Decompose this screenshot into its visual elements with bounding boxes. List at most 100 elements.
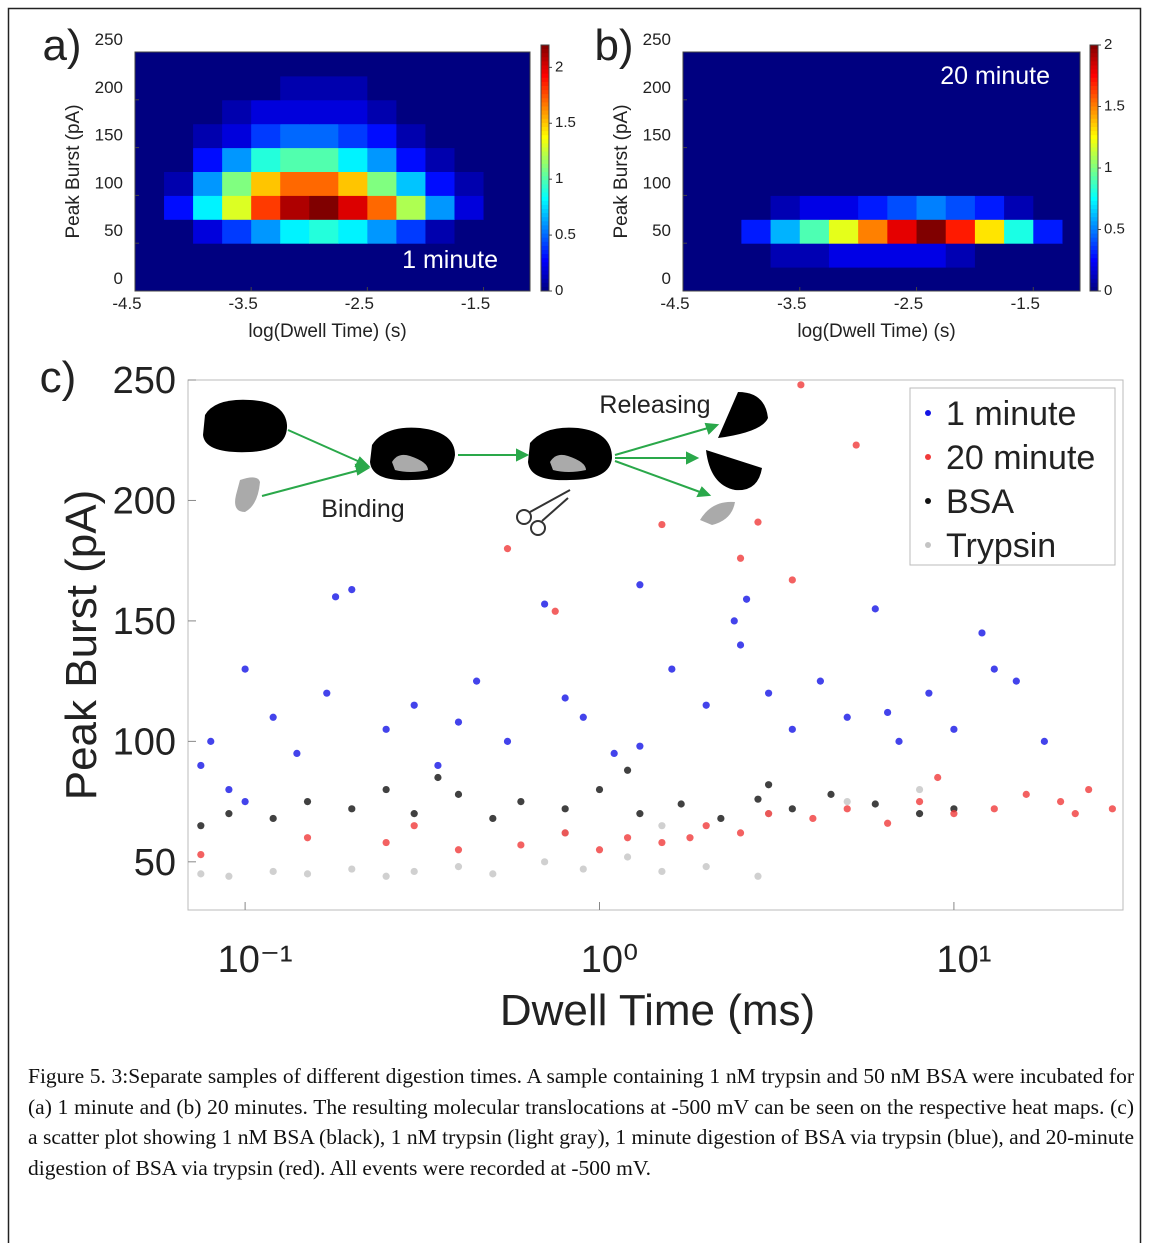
heatmap-cell	[483, 52, 514, 77]
colorbar-step	[541, 196, 549, 202]
heatmap-cell	[858, 195, 888, 220]
heatmap-cell	[222, 75, 252, 101]
heatmap-cell	[712, 171, 742, 196]
heatmap-cell	[193, 123, 223, 149]
x-tick-label: 10¹	[936, 939, 991, 981]
heatmap-cell	[712, 219, 742, 244]
heatmap-cell	[1004, 219, 1034, 244]
data-point	[895, 737, 903, 745]
heatmap-cell	[974, 267, 1005, 292]
heatmap-cell	[799, 52, 830, 77]
colorbar-step	[1090, 237, 1098, 243]
colorbar-step	[1090, 225, 1098, 230]
heatmap-cell	[828, 147, 859, 172]
heatmap-cell	[512, 52, 531, 77]
protein-shape	[370, 427, 455, 481]
heatmap-cell	[1062, 99, 1081, 125]
heatmap-cell	[164, 75, 194, 101]
heatmap-cell	[135, 219, 165, 244]
heatmap-cell	[280, 147, 310, 172]
heatmap-cell	[799, 171, 830, 196]
heatmap-cell	[683, 219, 713, 244]
heatmap-cell	[1062, 243, 1081, 268]
data-point	[489, 870, 497, 878]
heatmap-cell	[828, 171, 859, 196]
data-point	[871, 605, 879, 613]
heatmap-cell	[712, 147, 742, 172]
data-point	[788, 805, 796, 813]
heatmap-cell	[858, 147, 888, 172]
heatmap-cell	[799, 243, 830, 268]
data-point	[658, 520, 666, 529]
colorbar-step	[541, 274, 549, 280]
heatmap-cell	[338, 75, 368, 101]
protein-shape	[528, 427, 612, 481]
heatmap-cell	[1033, 171, 1063, 196]
colorbar-step	[541, 180, 549, 185]
heatmap-cell	[770, 147, 801, 172]
colorbar-step	[1090, 65, 1098, 71]
trypsin-shape	[235, 477, 260, 512]
data-point	[754, 518, 762, 526]
heatmap-cell	[683, 195, 713, 220]
colorbar-step	[541, 250, 549, 255]
data-point	[225, 785, 233, 794]
colorbar-step	[1090, 184, 1098, 189]
heatmap-cell	[887, 99, 918, 125]
heatmap-cell	[396, 123, 426, 149]
x-tick-label: 10⁰	[581, 939, 639, 981]
heatmap-cell	[425, 219, 455, 244]
y-tick-label: 100	[113, 721, 176, 763]
y-tick-label: 50	[652, 221, 671, 240]
colorbar-step	[1090, 49, 1098, 54]
heatmap-cell	[251, 75, 281, 101]
data-point	[736, 554, 745, 562]
heatmap-cell	[164, 267, 194, 292]
heatmap-cell	[945, 267, 976, 292]
heatmap-cell	[135, 147, 165, 172]
data-point	[1085, 785, 1093, 794]
data-point	[473, 677, 481, 685]
data-point	[454, 846, 463, 854]
heatmap-cell	[770, 75, 801, 101]
colorbar-step	[1090, 155, 1098, 161]
heatmap-cell	[1033, 75, 1063, 101]
colorbar-step	[1090, 147, 1098, 153]
heatmap-cell	[974, 243, 1005, 268]
heatmap-cell	[887, 123, 918, 149]
heatmap-cell	[396, 75, 426, 101]
heatmap-cell	[799, 267, 830, 292]
heatmap-cell	[454, 147, 485, 172]
heatmap-cell	[683, 123, 713, 149]
data-point	[382, 872, 390, 880]
data-point	[303, 834, 312, 842]
x-tick-label: -4.5	[112, 294, 141, 313]
data-point	[303, 870, 312, 878]
colorbar-tick-label: 0	[555, 282, 563, 299]
heatmap-cell	[164, 171, 194, 196]
y-axis-label: Peak Burst (pA)	[611, 104, 632, 238]
heatmap-cell	[858, 267, 888, 292]
heatmap-cell	[741, 171, 772, 196]
data-point	[1040, 737, 1048, 745]
heatmap-cell	[741, 267, 772, 292]
y-tick-label: 150	[113, 601, 176, 643]
colorbar-step	[1090, 258, 1098, 263]
heatmap-cell	[712, 52, 742, 77]
plot-frame	[134, 51, 531, 292]
colorbar-step	[541, 282, 549, 288]
x-tick-label: -2.5	[345, 294, 374, 313]
heatmap-cell	[1033, 243, 1063, 268]
heatmap-cell	[425, 267, 455, 292]
data-point	[950, 725, 958, 733]
colorbar-step	[1090, 266, 1098, 271]
heatmap-cell	[683, 99, 713, 125]
heatmap-cell	[222, 99, 252, 125]
colorbar-step	[541, 102, 549, 107]
heatmap-cell	[309, 267, 339, 292]
heatmap-cell	[770, 195, 801, 220]
heatmap-cell	[367, 195, 397, 220]
heatmap-cell	[512, 75, 531, 101]
colorbar-step	[541, 131, 549, 136]
heatmap-cell	[309, 52, 339, 77]
